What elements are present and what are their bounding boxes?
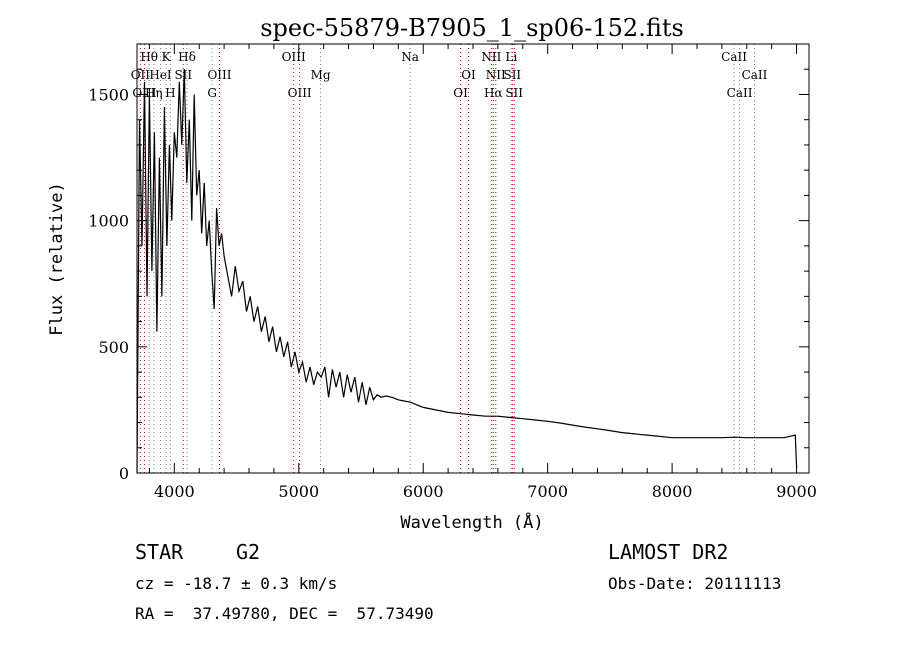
chart-title: spec-55879-B7905_1_sp06-152.fits [260,14,684,42]
line-marker-label: NII [481,50,501,64]
line-marker-label: H [165,86,175,100]
line-marker-label: Hα [484,86,503,100]
object-class: STAR [135,540,184,564]
line-marker-label: OIII [207,68,231,82]
y-tick-label: 1000 [88,212,129,231]
x-axis-ticks: 4000 5000 6000 7000 8000 9000 [148,44,817,501]
line-marker-label: SII [174,68,192,82]
line-marker-label: Hθ [140,50,158,64]
line-marker-label: Na [401,50,419,64]
survey-label: LAMOST DR2 [608,540,729,564]
line-marker-label: CaII [742,68,768,82]
y-tick-label: 1500 [88,85,129,104]
line-marker-label: CaII [721,50,747,64]
line-marker-label: HeI [149,68,172,82]
y-tick-label: 0 [119,464,129,483]
line-marker-label: Hη [145,86,163,100]
line-marker-label: Hδ [178,50,196,64]
x-tick-label: 9000 [776,482,817,501]
x-tick-label: 7000 [527,482,568,501]
line-marker-label: OI [453,86,468,100]
x-axis-label: Wavelength (Å) [400,511,543,533]
x-tick-label: 8000 [652,482,693,501]
line-marker-label: OII [131,68,151,82]
line-marker-label: Mg [311,68,331,82]
line-marker-label: Li [505,50,517,64]
sky-coordinates: RA = 37.49780, DEC = 57.73490 [135,604,434,623]
y-axis-label: Flux (relative) [47,182,67,336]
x-tick-label: 6000 [403,482,444,501]
line-marker-label: SII [505,86,523,100]
y-axis-ticks: 0 500 1000 1500 [88,68,809,483]
y-tick-label: 500 [98,338,129,357]
spectrum-line [136,69,798,474]
line-marker-label: OIII [288,86,312,100]
line-marker-label: SII [503,68,521,82]
redshift-velocity: cz = -18.7 ± 0.3 km/s [135,574,338,593]
x-tick-label: 4000 [154,482,195,501]
line-marker-label: CaII [727,86,753,100]
plot-frame [136,43,810,474]
object-subclass: G2 [236,540,261,564]
x-tick-label: 5000 [278,482,319,501]
line-marker-label: OI [461,68,476,82]
line-marker-label: G [207,86,217,100]
line-marker-label: NII [486,68,506,82]
line-marker-label: OIII [282,50,306,64]
observation-date: Obs-Date: 20111113 [608,574,782,593]
line-marker-label: K [162,50,172,64]
spectral-line-markers [139,44,755,473]
